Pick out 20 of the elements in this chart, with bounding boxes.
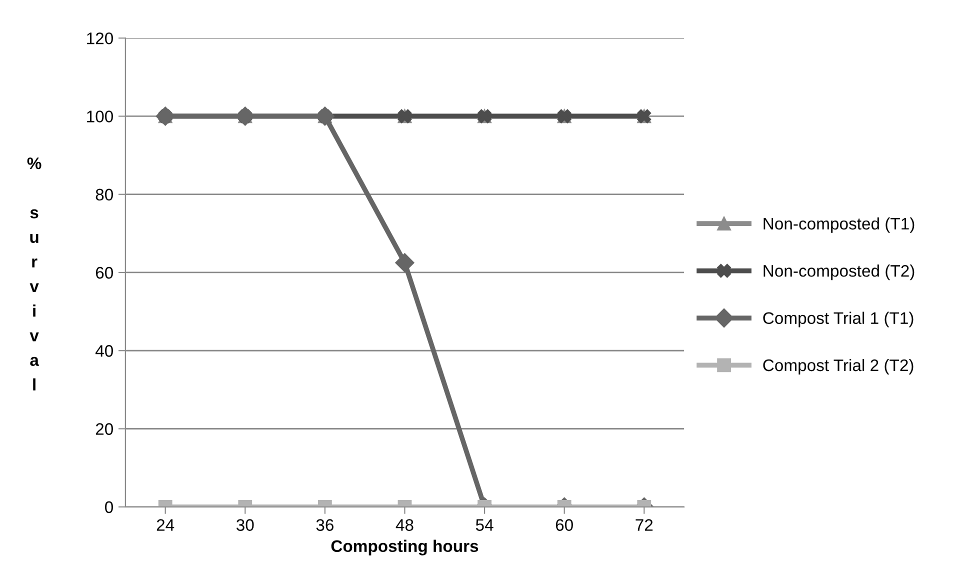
y-tick-label: 60: [96, 266, 113, 279]
x-axis-title: Composting hours: [331, 540, 478, 556]
y-tick-label: 40: [95, 345, 113, 357]
legend-label: Non-composted (T2): [764, 264, 914, 280]
x-tick-label: 30: [236, 519, 254, 531]
x-tick-label: 72: [636, 519, 653, 531]
y-tick-label: 20: [96, 423, 113, 435]
x-tick-label: 36: [316, 519, 334, 531]
x-tick-label: 48: [396, 519, 414, 531]
text: % survival: [27, 157, 42, 390]
legend-label: Compost Trial 2 (T2): [763, 358, 914, 375]
y-tick-label: 80: [96, 188, 113, 201]
x-tick-label: 54: [476, 519, 494, 531]
legend-label: Non-composted (T1): [764, 217, 914, 233]
x-tick-label: 60: [556, 519, 573, 531]
y-tick-label: 120: [87, 32, 113, 44]
y-tick-label: 0: [105, 501, 113, 514]
legend-label: Compost Trial 1 (T1): [763, 312, 914, 328]
x-tick-label: 24: [156, 519, 174, 531]
y-tick-label: 100: [87, 110, 113, 122]
